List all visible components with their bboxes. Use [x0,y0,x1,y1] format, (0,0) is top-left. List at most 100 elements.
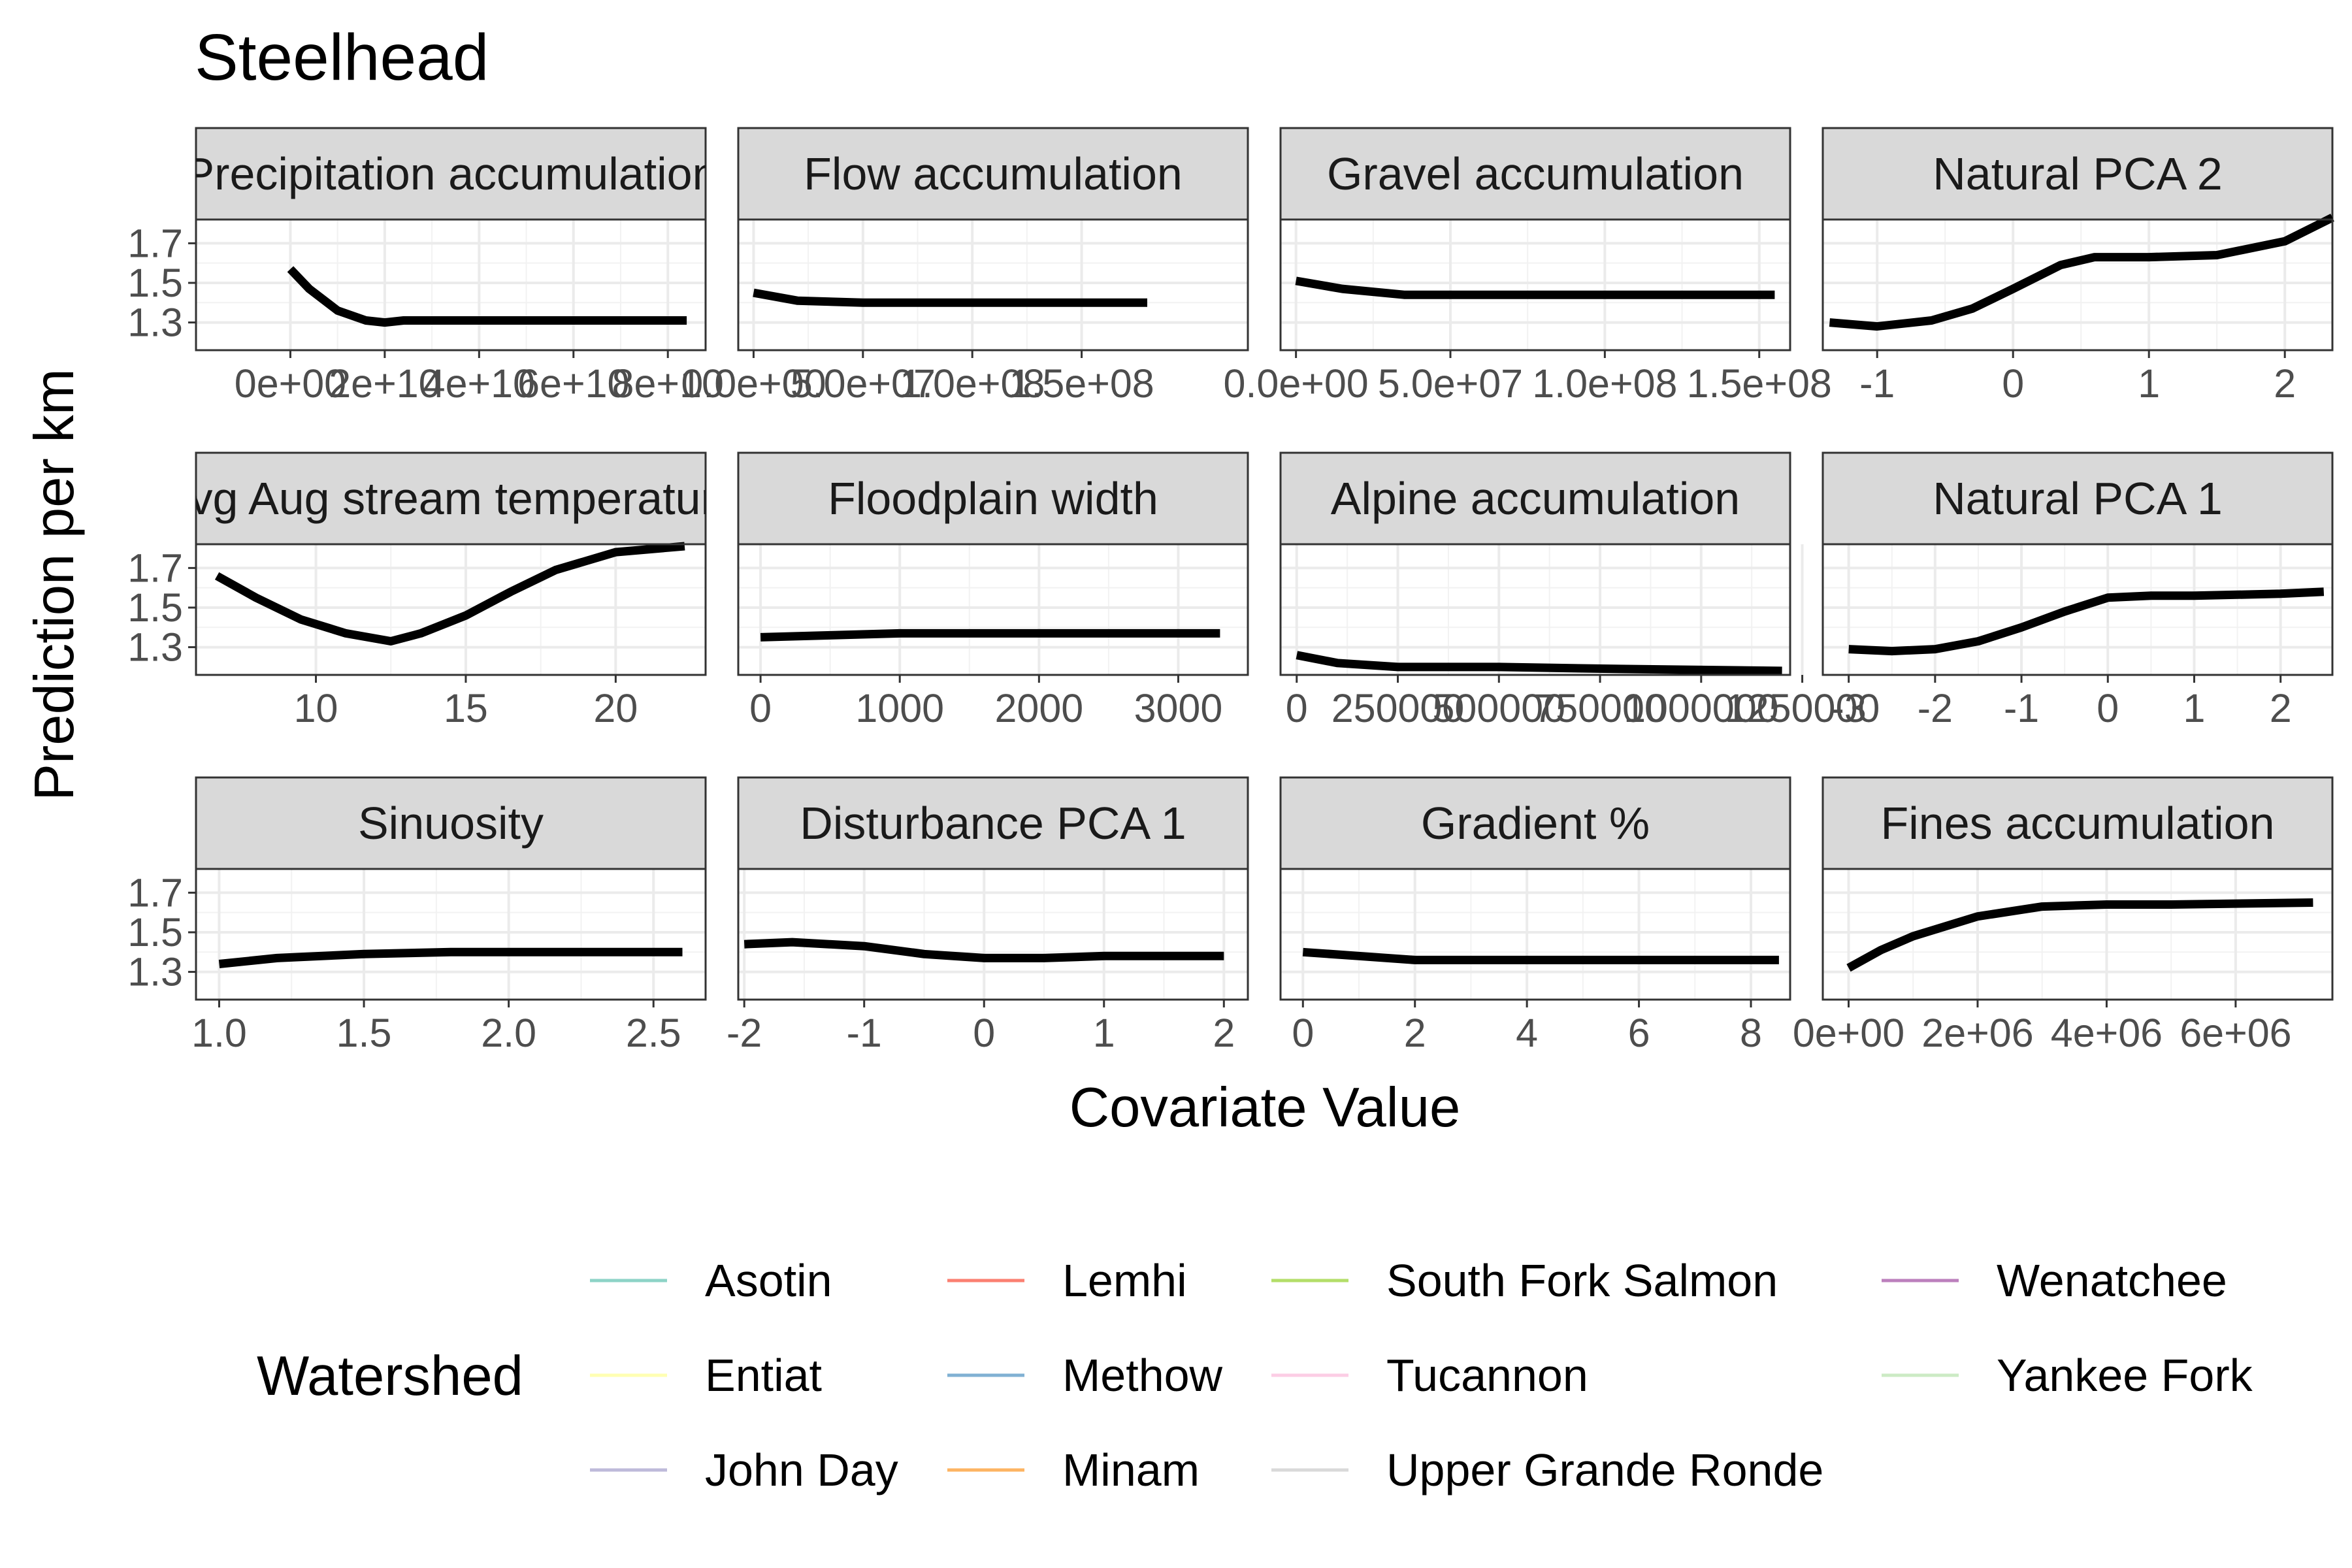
legend-item: Entiat [590,1350,822,1401]
legend-label: South Fork Salmon [1386,1255,1778,1306]
facet-strip-label: Natural PCA 2 [1933,148,2223,199]
panel-background [738,544,1248,675]
facet-strip [737,776,1249,870]
facet-strip-label: Floodplain width [828,473,1158,524]
legend-item: Methow [947,1350,1223,1401]
legend-label: John Day [705,1445,898,1495]
legend: Watershed Asotin Entiat John Day Lemhi Metho… [257,1255,2253,1495]
facet-panel: Disturbance PCA 1 -2 -1 0 1 2 [727,776,1249,1055]
prediction-line [753,288,1147,307]
prediction-line [760,629,1220,642]
panel-border [1279,868,1791,1001]
x-tick-label: 1250000 [1725,686,1880,730]
prediction-line [1295,276,1775,299]
y-tick-label: 1.3 [127,301,183,345]
x-tick-label: 2 [2274,361,2296,406]
facet-panel: Flow accumulation 0.0e+005.0e+071.0e+081.… [681,127,1249,406]
x-tick-label: 2 [1213,1011,1235,1055]
facet-panel: Natural PCA 2 -1 0 1 2 [1821,127,2334,406]
panel-background [1281,869,1790,1000]
x-axis-title: Covariate Value [1070,1077,1461,1139]
x-tick-label: 3000 [1134,686,1223,730]
x-tick-label: 1.0e+08 [900,361,1045,406]
x-tick-label: 0e+00 [1793,1011,1904,1055]
legend-label: Tucannon [1386,1350,1588,1401]
y-tick-label: 1.3 [127,950,183,994]
legend-title: Watershed [257,1345,523,1407]
legend-label: Upper Grande Ronde [1386,1445,1823,1495]
panel-background [1823,220,2332,350]
legend-label: Asotin [705,1255,832,1306]
y-tick-label: 1.3 [127,625,183,670]
facet-strip [1279,127,1791,221]
legend-label: Wenatchee [1997,1255,2227,1306]
legend-item: Asotin [590,1255,832,1306]
x-tick-label: 8e+10 [612,361,724,406]
x-tick-label: 6e+10 [517,361,629,406]
x-tick-label: 2.5 [626,1011,681,1055]
panel-border [737,218,1249,351]
x-tick-label: 2 [1404,1011,1426,1055]
legend-item: Wenatchee [1882,1255,2227,1306]
panel-background [738,220,1248,350]
x-tick-label: 1.0 [191,1011,247,1055]
panel-border [195,543,707,676]
x-tick-label: 500000 [1433,686,1566,730]
legend-item: Lemhi [947,1255,1187,1306]
x-tick-label: 1.5e+08 [1009,361,1154,406]
y-tick-label: 1.5 [127,261,183,305]
panel-border [195,218,707,351]
legend-item: Tucannon [1271,1350,1588,1401]
x-tick-label: 0 [749,686,772,730]
x-tick-label: 6 [1628,1011,1650,1055]
x-tick-label: 2e+10 [329,361,440,406]
x-tick-label: 1 [2183,686,2206,730]
facet-strip-label: Flow accumulation [804,148,1183,199]
facet-panel: Gradient % 0 2 4 6 8 [1279,776,1791,1055]
panel-background [196,220,706,350]
x-tick-label: 2e+06 [1921,1011,2033,1055]
x-tick-label: 10 [294,686,338,730]
facet-panel: Gravel accumulation 0.0e+00 5.0e+07 1.0e+08… [1224,127,1832,406]
facet-strip-label: Natural PCA 1 [1933,473,2223,524]
x-tick-label: 2 [2270,686,2292,730]
panel-border [737,868,1249,1001]
panel-border [1821,218,2334,351]
panel-border [1821,868,2334,1001]
panel-border [1279,218,1791,351]
chart-title: Steelhead [195,21,489,94]
prediction-line [218,947,683,968]
x-tick-label: 15 [444,686,488,730]
facet-strip [195,451,707,546]
x-tick-label: 20 [593,686,638,730]
panel-background [196,869,706,1000]
panel-border [737,543,1249,676]
facet-panel: Alpine accumulation 0 25000050000075000010… [1279,451,1880,730]
legend-item: John Day [590,1445,898,1495]
legend-label: Minam [1062,1445,1200,1495]
y-axis-title: Prediction per km [24,368,86,800]
x-tick-label: 0e+00 [235,361,346,406]
facet-strip [737,451,1249,546]
prediction-line [1296,651,1782,676]
x-tick-label: -1 [847,1011,882,1055]
prediction-line [214,542,685,645]
x-tick-label: 0 [2097,686,2119,730]
facet-panels: Precipitation accumulation0e+002e+104e+1… [127,127,2334,1055]
x-tick-label: 5.0e+07 [1378,361,1523,406]
x-tick-label: 250000 [1331,686,1465,730]
panel-border [1279,543,1791,676]
x-tick-label: 2000 [994,686,1083,730]
panel-background [738,869,1248,1000]
facet-panel: Precipitation accumulation 0e+002e+104e+1… [127,127,724,406]
facet-strip [1279,451,1791,546]
legend-label: Lemhi [1062,1255,1187,1306]
facet-panel: Avg Aug stream temperature 10 15 20 1.31.51.… [127,451,742,730]
panel-background [1281,220,1790,350]
x-tick-label: 4 [1516,1011,1538,1055]
facet-strip-label: Avg Aug stream temperature [160,473,742,524]
facet-strip-label: Gradient % [1421,798,1650,849]
legend-label: Entiat [705,1350,822,1401]
